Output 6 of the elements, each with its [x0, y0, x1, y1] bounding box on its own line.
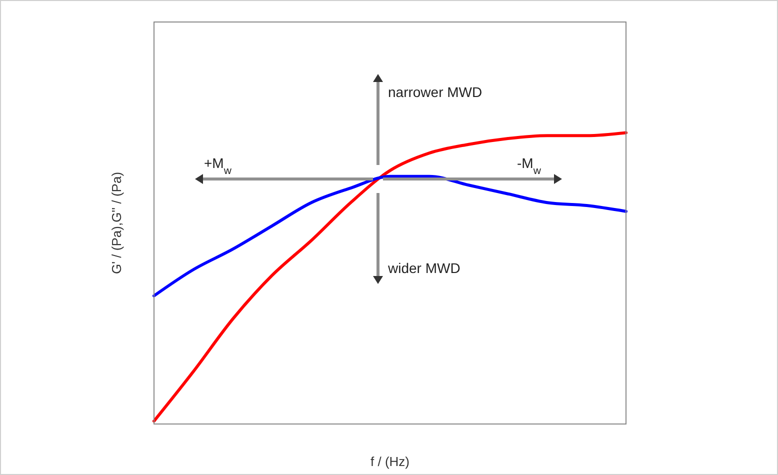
annotation: -M$_{w}$ — [517, 155, 542, 177]
x-axis-title: f / (Hz) — [370, 454, 410, 469]
annotation: +M$_{w}$ — [204, 155, 232, 177]
text: narrower MWD — [388, 84, 482, 100]
annotation: wider MWD — [387, 260, 460, 276]
y-axis-title: G' / (Pa),G'' / (Pa) — [109, 172, 124, 274]
